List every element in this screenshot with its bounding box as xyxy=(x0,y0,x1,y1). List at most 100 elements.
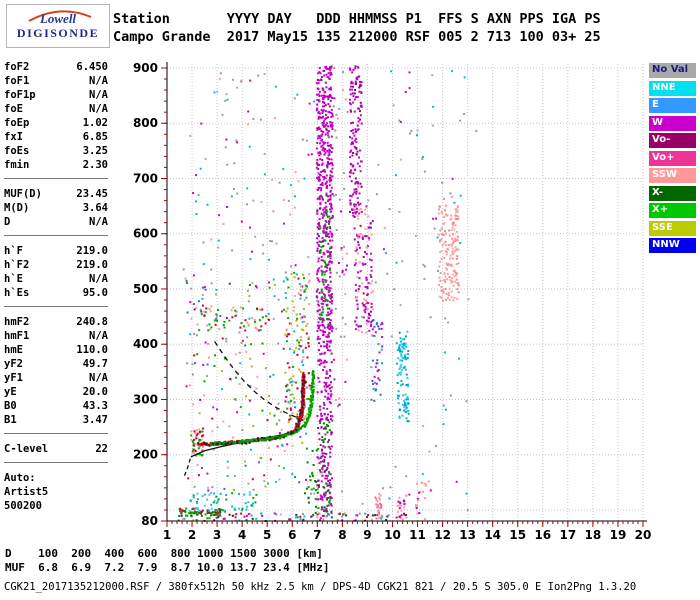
param-label: foF1p xyxy=(4,89,36,101)
param-value: 43.3 xyxy=(82,400,108,412)
legend-item-nnw: NNW xyxy=(649,238,696,253)
param-row: B1 3.47 xyxy=(4,413,108,427)
param-row: yF1 N/A xyxy=(4,371,108,385)
param-value: N/A xyxy=(89,75,108,87)
legend-item-w: W xyxy=(649,115,696,131)
param-label: foEs xyxy=(4,145,30,157)
param-group: MUF(D) 23.45 M(D) 3.64 D N/A xyxy=(4,187,108,229)
param-label: h`F2 xyxy=(4,259,30,271)
param-row: 500200 xyxy=(4,499,108,513)
param-value: 240.8 xyxy=(76,316,108,328)
param-row: foE N/A xyxy=(4,102,108,116)
legend-item-vo+: Vo+ xyxy=(649,150,696,166)
x-tick-label: 1 xyxy=(163,528,171,542)
x-tick-label: 2 xyxy=(188,528,196,542)
param-row: B0 43.3 xyxy=(4,399,108,413)
x-tick-label: 19 xyxy=(610,528,627,542)
header-column-titles: Station YYYY DAY DDD HHMMSS P1 FFS S AXN… xyxy=(113,11,601,27)
cluster-band2-tail xyxy=(370,319,384,402)
y-tick-label: 200 xyxy=(133,448,158,462)
param-row: foEp 1.02 xyxy=(4,116,108,130)
x-tick-label: 7 xyxy=(313,528,321,542)
y-tick-label: 600 xyxy=(133,227,158,241)
header-station-values: Campo Grande 2017 May15 135 212000 RSF 0… xyxy=(113,29,601,45)
param-row: h`F2 219.0 xyxy=(4,258,108,272)
param-row: foEs 3.25 xyxy=(4,144,108,158)
x-tick-label: 16 xyxy=(534,528,551,542)
param-value: 6.85 xyxy=(82,131,108,143)
legend-item-x+: X+ xyxy=(649,203,696,218)
cluster-left-noise xyxy=(184,277,308,492)
axis-ticks xyxy=(161,67,644,527)
x-tick-label: 4 xyxy=(238,528,246,542)
x-tick-label: 3 xyxy=(213,528,221,542)
param-value: N/A xyxy=(89,372,108,384)
param-label: h`Es xyxy=(4,287,30,299)
cluster-band-gap-sparse xyxy=(332,67,349,408)
param-label: yE xyxy=(4,386,17,398)
param-label: fxI xyxy=(4,131,23,143)
param-value: 95.0 xyxy=(82,287,108,299)
cluster-band2-lower xyxy=(353,202,374,337)
x-tick-label: 6 xyxy=(288,528,296,542)
cluster-above-trace-spread xyxy=(284,271,311,424)
logo-digisonde-text: DIGISONDE xyxy=(16,26,100,40)
param-value: 22 xyxy=(95,443,108,455)
cluster-band-green-mid xyxy=(319,194,332,325)
param-row: MUF(D) 23.45 xyxy=(4,187,108,201)
param-row: M(D) 3.64 xyxy=(4,201,108,215)
y-tick-label: 80 xyxy=(141,514,158,528)
cluster-band2-upper xyxy=(348,65,363,218)
legend-item-nne: NNE xyxy=(649,80,696,96)
param-value: 49.7 xyxy=(82,358,108,370)
cluster-band-green-low xyxy=(318,421,331,516)
param-row: hmF2 240.8 xyxy=(4,315,108,329)
param-label: h`F xyxy=(4,245,23,257)
param-row: fxI 6.85 xyxy=(4,130,108,144)
param-label: yF1 xyxy=(4,372,23,384)
param-label: hmE xyxy=(4,344,23,356)
param-label: foF1 xyxy=(4,75,30,87)
param-value: 110.0 xyxy=(76,344,108,356)
y-tick-label: 700 xyxy=(133,171,158,185)
param-group: C-level 22 xyxy=(4,442,108,456)
x-tick-label: 8 xyxy=(338,528,346,542)
cluster-upper-left-sparse xyxy=(192,72,316,277)
x-tick-label: 20 xyxy=(635,528,652,542)
cluster-salmon-patch xyxy=(438,204,460,302)
param-row: D N/A xyxy=(4,215,108,229)
trace-f-trace-dark-dots xyxy=(197,375,307,447)
cluster-green-left-of-band xyxy=(304,447,320,514)
cluster-right-sparse xyxy=(382,70,469,512)
param-row: h`F 219.0 xyxy=(4,244,108,258)
param-value: 219.0 xyxy=(76,259,108,271)
param-value: 2.30 xyxy=(82,159,108,171)
param-value: 20.0 xyxy=(82,386,108,398)
cluster-main-band-upper xyxy=(315,65,334,334)
param-row: hmE 110.0 xyxy=(4,343,108,357)
param-label: B0 xyxy=(4,400,17,412)
trace-f-trace-x-mode xyxy=(209,370,316,447)
legend-item-vo-: Vo- xyxy=(649,133,696,148)
param-label: D xyxy=(4,216,11,228)
param-row: foF2 6.450 xyxy=(4,60,108,74)
panel-divider xyxy=(4,235,108,236)
param-row: fmin 2.30 xyxy=(4,158,108,172)
param-label: yF2 xyxy=(4,358,23,370)
x-tick-label: 18 xyxy=(585,528,602,542)
param-row: hmF1 N/A xyxy=(4,329,108,343)
cluster-es-red-green xyxy=(178,507,226,517)
y-tick-label: 500 xyxy=(133,282,158,296)
y-tick-label: 900 xyxy=(133,61,158,75)
color-legend: No Val NNE E W Vo- Vo+ SSW X- X+ SSE NNW xyxy=(649,63,696,256)
x-tick-label: 15 xyxy=(509,528,526,542)
param-row: h`Es 95.0 xyxy=(4,286,108,300)
param-row: foF1p N/A xyxy=(4,88,108,102)
legend-item-sse: SSE xyxy=(649,220,696,236)
param-label: foEp xyxy=(4,117,30,129)
param-group: foF2 6.450 foF1 N/A foF1p N/A foE N/A foEp 1.02 fx… xyxy=(4,60,108,172)
legend-item-e: E xyxy=(649,98,696,113)
panel-divider xyxy=(4,433,108,434)
param-value: N/A xyxy=(89,89,108,101)
